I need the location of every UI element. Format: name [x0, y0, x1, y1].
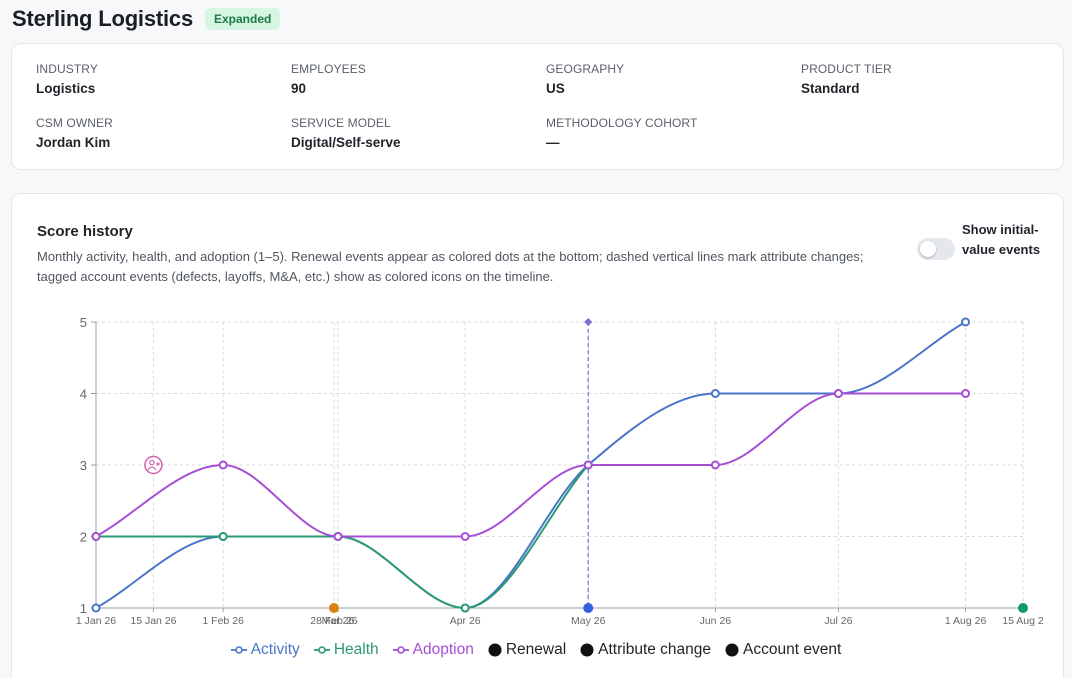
field-label: INDUSTRY — [36, 62, 98, 76]
y-tick-label: 1 — [80, 601, 87, 616]
legend-item-adoption[interactable]: Adoption — [392, 641, 474, 659]
field-label: EMPLOYEES — [291, 62, 366, 76]
section-title: Score history — [37, 223, 133, 240]
activity-point — [710, 389, 720, 398]
x-tick-label: 1 Jan 26 — [76, 615, 116, 627]
legend-label: Adoption — [412, 641, 474, 658]
y-tick-label: 2 — [80, 530, 87, 545]
x-tick-label: 15 Aug 2 — [1002, 615, 1044, 627]
legend-item-health[interactable]: Health — [313, 641, 379, 659]
x-tick-label: Jul 26 — [824, 615, 852, 627]
field-value: Digital/Self-serve — [291, 135, 401, 150]
field-label: PRODUCT TIER — [801, 62, 892, 76]
initial-value-events-toggle[interactable] — [917, 238, 955, 260]
field-value: US — [546, 81, 565, 96]
health-point — [460, 603, 470, 613]
toggle-label: Show initial-value events — [962, 222, 1041, 257]
x-tick-label: Jun 26 — [700, 615, 732, 627]
adoption-point — [91, 532, 101, 541]
legend-symbol — [313, 646, 330, 654]
legend-symbol — [580, 643, 594, 657]
legend-item-account-event[interactable]: Account event — [725, 641, 841, 659]
legend-item-attribute-change[interactable]: Attribute change — [580, 641, 711, 659]
field-product-tier: PRODUCT TIER Standard — [801, 62, 892, 96]
legend-label: Renewal — [505, 641, 567, 658]
legend-symbol — [488, 643, 502, 657]
adoption-point — [218, 460, 228, 470]
legend-symbol — [392, 646, 409, 654]
field-value: 90 — [291, 81, 307, 96]
section-description: Monthly activity, health, and adoption (… — [37, 249, 864, 284]
renewal-dot — [328, 603, 339, 613]
y-tick-label: 5 — [80, 315, 87, 330]
field-value: Standard — [801, 81, 860, 96]
account-event-marker — [144, 455, 163, 475]
legend-item-renewal[interactable]: Renewal — [488, 641, 566, 659]
status-badge: Expanded — [204, 8, 281, 30]
field-value: — — [546, 135, 560, 150]
field-methodology-cohort: METHODOLOGY COHORT — — [546, 116, 697, 150]
x-tick-label: 1 Feb 26 — [202, 615, 244, 627]
x-tick-label: Mar 26 — [322, 615, 355, 627]
field-employees: EMPLOYEES 90 — [291, 62, 366, 96]
x-tick-label: Apr 26 — [450, 615, 481, 627]
person-add-icon — [147, 466, 157, 471]
field-csm-owner: CSM OWNER Jordan Kim — [36, 116, 113, 150]
page-header: Sterling Logistics Expanded — [12, 4, 281, 34]
field-service-model: SERVICE MODEL Digital/Self-serve — [291, 116, 401, 150]
account-info-card: INDUSTRY Logistics EMPLOYEES 90 GEOGRAPH… — [11, 43, 1064, 170]
field-industry: INDUSTRY Logistics — [36, 62, 98, 96]
field-label: CSM OWNER — [36, 116, 113, 130]
adoption-point — [460, 532, 470, 541]
chart-legend: Activity Health Adoption Renewal Attribute c… — [0, 641, 1072, 659]
legend-label: Activity — [250, 641, 300, 658]
x-tick-label: 28 Feb 26 — [310, 615, 357, 627]
legend-label: Account event — [743, 641, 842, 658]
adoption-point — [710, 460, 720, 470]
adoption-point — [583, 460, 593, 470]
adoption-point — [961, 389, 971, 398]
legend-label: Attribute change — [598, 641, 712, 658]
field-label: METHODOLOGY COHORT — [546, 116, 698, 130]
person-add-icon — [149, 459, 155, 466]
renewal-dot — [1018, 603, 1028, 613]
activity-point — [91, 603, 101, 613]
adoption-point — [333, 532, 343, 541]
field-label: SERVICE MODEL — [291, 116, 391, 130]
legend-item-activity[interactable]: Activity — [230, 641, 300, 659]
legend-symbol — [230, 646, 247, 654]
adoption-point — [833, 389, 843, 398]
y-tick-label: 3 — [80, 458, 87, 473]
toggle-knob — [920, 241, 936, 257]
renewal-dot — [583, 603, 594, 613]
x-tick-label: 15 Jan 26 — [130, 615, 176, 627]
legend-label: Health — [333, 641, 379, 658]
field-value: Jordan Kim — [36, 135, 111, 150]
field-geography: GEOGRAPHY US — [546, 62, 624, 96]
x-tick-label: 1 Aug 26 — [945, 615, 987, 627]
page-title: Sterling Logistics — [12, 6, 193, 31]
health-series-line — [95, 464, 589, 610]
adoption-series-line — [95, 392, 966, 538]
health-point — [218, 532, 228, 541]
y-tick-label: 4 — [80, 387, 87, 402]
score-history-card: Score history Monthly activity, health, … — [11, 193, 1064, 678]
attribute-change-marker — [584, 318, 593, 326]
field-label: GEOGRAPHY — [546, 62, 625, 76]
legend-symbol — [725, 643, 739, 657]
field-value: Logistics — [36, 81, 96, 96]
x-tick-label: May 26 — [571, 615, 606, 627]
activity-point — [961, 317, 971, 327]
